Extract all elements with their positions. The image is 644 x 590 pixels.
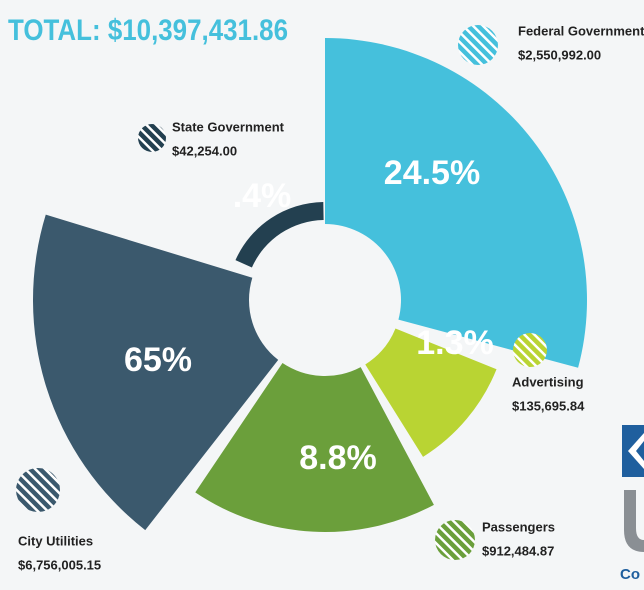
legend-name: City Utilities bbox=[18, 533, 93, 548]
value-label: 24.5% bbox=[384, 154, 480, 192]
value-label: 8.8% bbox=[299, 439, 377, 477]
legend-name: Passengers bbox=[482, 519, 555, 534]
legend-dot bbox=[458, 25, 498, 65]
legend-dot bbox=[138, 124, 166, 152]
value-label: 65% bbox=[124, 341, 192, 379]
logo: Co bbox=[620, 425, 644, 583]
legend-name: Federal Government bbox=[518, 23, 644, 38]
logo-diamond-inner bbox=[636, 441, 644, 461]
legend-dot bbox=[16, 468, 60, 512]
sector bbox=[325, 38, 587, 368]
legend-amount: $6,756,005.15 bbox=[18, 557, 101, 572]
chart-title: TOTAL: $10,397,431.86 bbox=[8, 14, 288, 47]
legend-name: State Government bbox=[172, 119, 285, 134]
legend-amount: $2,550,992.00 bbox=[518, 47, 601, 62]
legend-amount: $42,254.00 bbox=[172, 143, 237, 158]
legend-amount: $912,484.87 bbox=[482, 543, 554, 558]
sector bbox=[32, 214, 279, 531]
logo-u bbox=[624, 490, 644, 552]
legend-dot bbox=[513, 333, 547, 367]
value-label: 1.3% bbox=[416, 324, 494, 362]
sector bbox=[365, 328, 497, 457]
legend-dot bbox=[435, 520, 475, 560]
logo-text: Co bbox=[620, 566, 640, 583]
legend-amount: $135,695.84 bbox=[512, 398, 585, 413]
sector bbox=[195, 363, 434, 532]
legend-name: Advertising bbox=[512, 374, 584, 389]
value-label: .4% bbox=[233, 177, 292, 215]
sector bbox=[235, 202, 324, 268]
